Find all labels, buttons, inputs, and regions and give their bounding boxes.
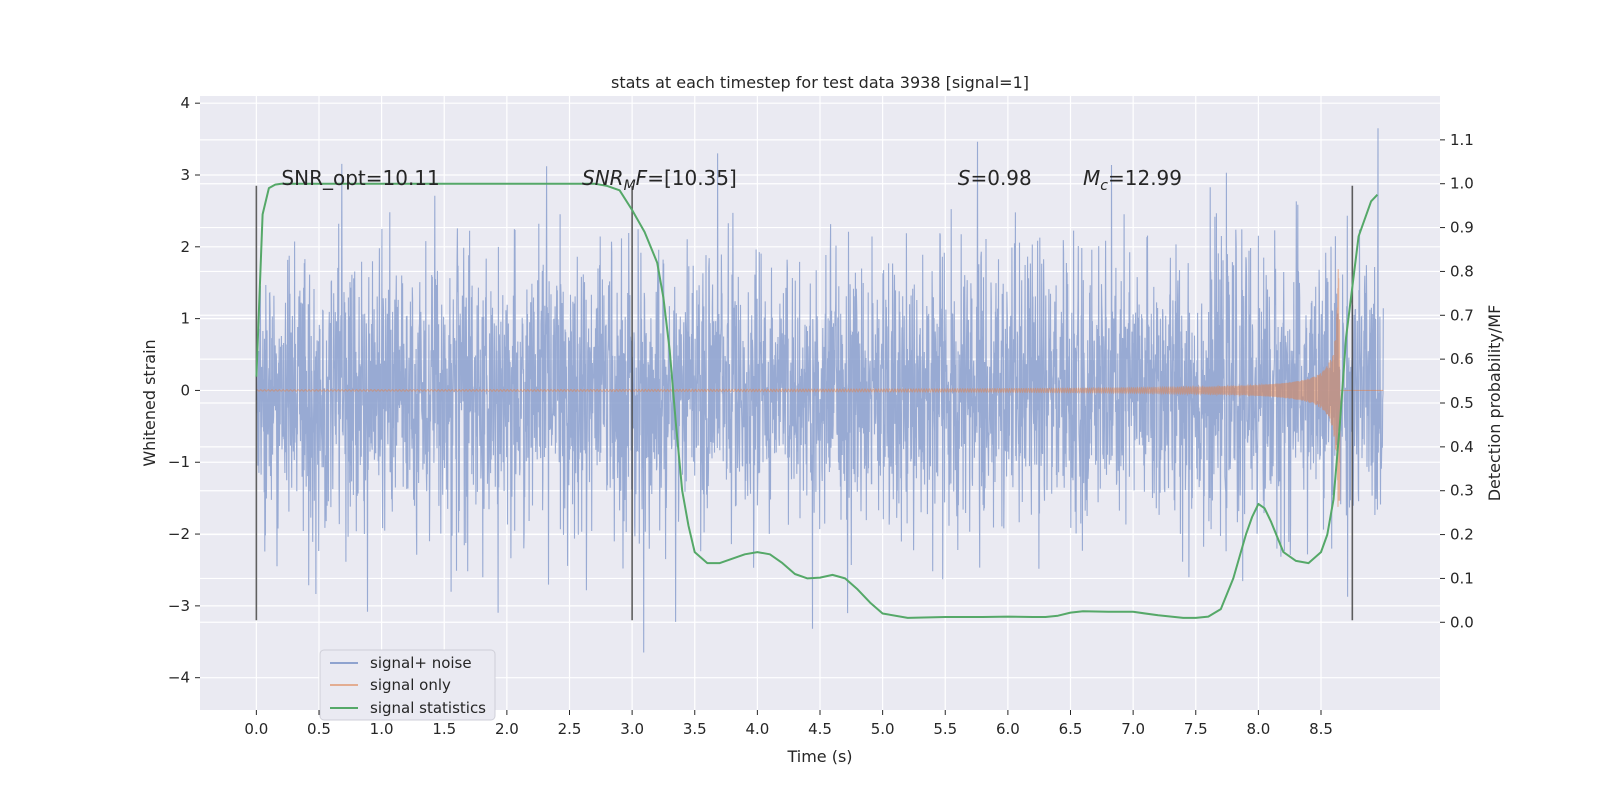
x-tick-label-0: 0.0 [244, 720, 268, 738]
y-axis-label: Whitened strain [140, 339, 159, 466]
y-tick-label-2: −2 [168, 525, 190, 543]
y2-tick-label-1: 0.1 [1450, 569, 1474, 587]
x-tick-label-2: 1.0 [370, 720, 394, 738]
x-tick-label-16: 8.0 [1246, 720, 1270, 738]
x-tick-label-13: 6.5 [1059, 720, 1083, 738]
x-tick-label-14: 7.0 [1121, 720, 1145, 738]
signal-only-series [256, 269, 1384, 507]
y-tick-label-1: −3 [168, 597, 190, 615]
series-signal-statistics [255, 182, 1379, 619]
y2-tick-label-9: 0.9 [1450, 219, 1474, 237]
annotations: SNR_opt=10.11 SNRMF=[10.35] S=0.98 Mc=12.99 [281, 166, 1182, 194]
y-tick-label-8: 4 [180, 94, 190, 112]
x-tick-label-9: 4.5 [808, 720, 832, 738]
y-tick-label-3: −1 [168, 453, 190, 471]
y2-tick-label-2: 0.2 [1450, 526, 1474, 544]
y2-tick-label-8: 0.8 [1450, 262, 1474, 280]
y-tick-label-0: −4 [168, 669, 190, 687]
y2-tick-label-11: 1.1 [1450, 131, 1474, 149]
y-tick-label-7: 3 [180, 166, 190, 184]
vertical-lines [255, 185, 1354, 621]
legend-box [319, 649, 496, 721]
signal-statistics-series [255, 182, 1379, 619]
y2-tick-label-7: 0.7 [1450, 306, 1474, 324]
x-tick-label-4: 2.0 [495, 720, 519, 738]
y-tick-label-4: 0 [180, 381, 190, 399]
annotation-2: S=0.98 [958, 166, 1032, 190]
y2-tick-label-10: 1.0 [1450, 175, 1474, 193]
x-tick-label-3: 1.5 [432, 720, 456, 738]
annotation-0: SNR_opt=10.11 [281, 166, 439, 190]
x-tick-label-15: 7.5 [1184, 720, 1208, 738]
y-tick-label-5: 1 [180, 310, 190, 328]
x-tick-label-6: 3.0 [620, 720, 644, 738]
x-tick-label-5: 2.5 [558, 720, 582, 738]
y2-tick-label-5: 0.5 [1450, 394, 1474, 412]
legend: signal+ noise signal only signal statist… [319, 649, 496, 721]
series-signal-plus-noise [255, 128, 1384, 653]
x-tick-label-17: 8.5 [1309, 720, 1333, 738]
x-tick-label-11: 5.5 [933, 720, 957, 738]
y2-tick-label-6: 0.6 [1450, 350, 1474, 368]
x-tick-label-8: 4.0 [745, 720, 769, 738]
y-ticks: −4 −3 −2 −1 0 1 2 3 4 [168, 94, 200, 687]
y-tick-label-6: 2 [180, 238, 190, 256]
noise-series [255, 128, 1384, 653]
x-tick-label-7: 3.5 [683, 720, 707, 738]
x-axis-label: Time (s) [786, 747, 852, 766]
chart-title: stats at each timestep for test data 393… [611, 73, 1029, 92]
series-signal-only [256, 269, 1384, 507]
y2-tick-label-3: 0.3 [1450, 482, 1474, 500]
annotation-3: Mc=12.99 [1083, 166, 1182, 194]
y2-tick-label-0: 0.0 [1450, 613, 1474, 631]
y2-axis-label: Detection probability/MF [1485, 305, 1504, 502]
annotation-1: SNRMF=[10.35] [582, 166, 737, 194]
legend-label-statistics: signal statistics [370, 699, 486, 717]
x-tick-label-10: 5.0 [871, 720, 895, 738]
x-tick-label-1: 0.5 [307, 720, 331, 738]
y2-tick-label-4: 0.4 [1450, 438, 1474, 456]
legend-label-noise: signal+ noise [370, 654, 472, 672]
legend-label-signal: signal only [370, 676, 451, 694]
y2-ticks: 0.0 0.1 0.2 0.3 0.4 0.5 0.6 0.7 0.8 0.9 1.0 1.1 [1440, 131, 1474, 631]
x-ticks: 0.0 0.5 1.0 1.5 2.0 2.5 3.0 3.5 4.0 4.5 5.0 5.5 6.0 6… [244, 710, 1333, 738]
x-tick-label-12: 6.0 [996, 720, 1020, 738]
